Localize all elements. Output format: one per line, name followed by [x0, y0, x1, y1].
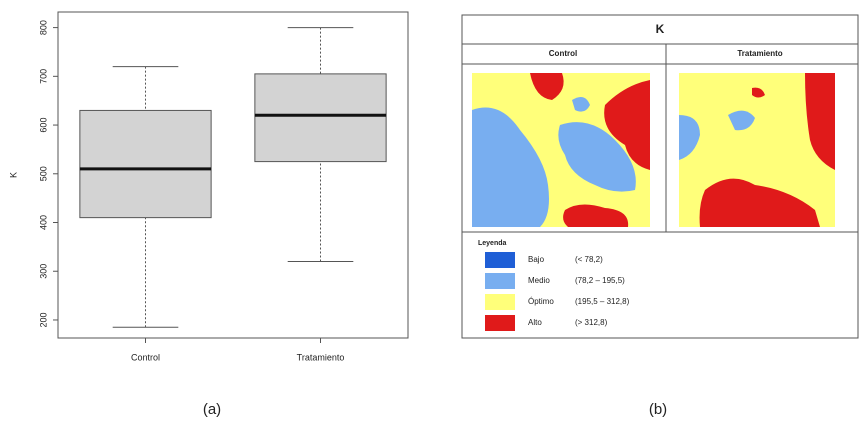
plot-frame	[57, 11, 409, 339]
legend-label: Alto	[528, 318, 542, 327]
y-tick-label: 500	[38, 166, 48, 181]
map-zone	[679, 115, 700, 160]
legend-range: (78,2 – 195,5)	[575, 276, 625, 285]
y-tick-label: 600	[38, 118, 48, 133]
legend-swatch	[485, 294, 515, 310]
map-zone	[805, 73, 835, 170]
map-zone	[752, 87, 765, 98]
y-tick-label: 700	[38, 69, 48, 84]
y-tick-label: 200	[38, 312, 48, 327]
y-axis-label: K	[8, 172, 18, 178]
legend-range: (< 78,2)	[575, 255, 603, 264]
map-zone	[604, 80, 650, 170]
legend-swatch	[485, 315, 515, 331]
map-zone	[699, 178, 820, 227]
y-tick-label: 400	[38, 215, 48, 230]
y-tick-label: 800	[38, 20, 48, 35]
map-zone	[728, 110, 755, 131]
caption: (a)	[203, 401, 221, 418]
y-tick-label: 300	[38, 264, 48, 279]
map-zone	[472, 107, 549, 227]
box	[254, 73, 387, 163]
box	[79, 109, 212, 219]
legend-swatch	[485, 252, 515, 268]
map-zone	[530, 73, 564, 100]
panel-title: Control	[549, 49, 577, 58]
legend-range: (195,5 – 312,8)	[575, 297, 630, 306]
map-panel: K Control Tratamiento Leyenda Bajo (< 78,…	[461, 14, 859, 339]
map-zone	[558, 122, 636, 192]
legend-range: (> 312,8)	[575, 318, 608, 327]
x-tick-label: Control	[131, 352, 160, 362]
map-zone	[572, 96, 590, 112]
panel-title: Tratamiento	[737, 49, 782, 58]
legend-label: Medio	[528, 276, 550, 285]
caption: (b)	[649, 401, 667, 418]
map-zone	[563, 204, 629, 227]
x-tick-label: Tratamiento	[297, 352, 345, 362]
legend-swatch	[485, 273, 515, 289]
map-title: K	[656, 22, 665, 36]
legend-title: Leyenda	[478, 240, 507, 247]
legend-label: Bajo	[528, 255, 545, 264]
legend-label: Óptimo	[528, 297, 554, 306]
